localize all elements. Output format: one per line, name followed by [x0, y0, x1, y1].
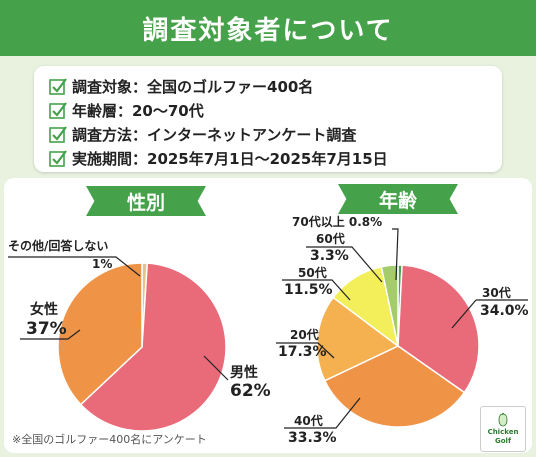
age-line-50s — [282, 279, 351, 301]
info-text-method: 調査方法：インターネットアンケート調査 — [72, 125, 357, 144]
check-icon — [49, 78, 67, 95]
pie-slice-0 — [397, 264, 480, 394]
gender-value-other: 1% — [92, 257, 112, 271]
age-line-30s — [451, 299, 477, 329]
pie-slice-4 — [380, 264, 399, 347]
age-label-60s: 60代 — [316, 231, 345, 246]
age-value-20s: 17.3% — [278, 344, 327, 360]
info-line-target: 調査対象：全国のゴルファー400名 — [48, 74, 313, 98]
logo-text-2: Golf — [495, 437, 511, 445]
check-icon — [49, 102, 67, 119]
age-label-30s: 30代 — [482, 285, 511, 300]
check-icon — [49, 126, 67, 143]
gender-pie — [57, 262, 227, 432]
age-label-40s: 40代 — [294, 413, 323, 428]
chicken-icon — [498, 413, 508, 427]
pie-slice-1 — [323, 345, 466, 428]
age-line-60s — [306, 246, 383, 283]
gender-chart-title: 性別 — [86, 186, 206, 216]
info-text-age: 年齢層：20〜70代 — [72, 101, 204, 120]
age-value-40s: 33.3% — [288, 430, 337, 446]
age-value-50s: 11.5% — [284, 282, 333, 298]
gender-line-female — [20, 329, 81, 340]
gender-value-male: 62% — [230, 381, 271, 401]
pie-slice-0 — [79, 262, 227, 432]
gender-label-other: その他/回答しない — [8, 238, 108, 253]
gender-label-male: 男性 — [230, 364, 258, 381]
gender-line-male — [203, 355, 229, 381]
age-pie — [316, 264, 480, 428]
age-value-60s: 3.3% — [310, 248, 349, 264]
gender-value-female: 37% — [26, 319, 67, 339]
check-icon — [49, 150, 67, 167]
age-label-50s: 50代 — [298, 265, 327, 280]
age-label-70s: 70代以上 0.8% — [292, 214, 382, 229]
survey-info-box: 調査対象：全国のゴルファー400名 年齢層：20〜70代 調査方法：インターネッ… — [34, 66, 502, 172]
info-text-target: 調査対象：全国のゴルファー400名 — [72, 77, 314, 96]
pie-slice-2 — [316, 296, 400, 382]
age-label-20s: 20代 — [290, 327, 319, 342]
gender-label-female: 女性 — [30, 301, 58, 318]
pie-slice-1 — [57, 262, 143, 406]
logo-text-1: Chicken — [487, 428, 519, 436]
age-line-70s — [392, 228, 399, 281]
gender-line-other — [8, 256, 141, 277]
age-value-30s: 34.0% — [480, 303, 529, 319]
info-line-period: 実施期間：2025年7月1日〜2025年7月15日 — [48, 146, 388, 170]
footnote: ※全国のゴルファー400名にアンケート — [12, 433, 207, 446]
age-line-20s — [276, 342, 335, 359]
age-chart-title: 年齢 — [338, 184, 458, 214]
info-text-period: 実施期間：2025年7月1日〜2025年7月15日 — [72, 149, 388, 168]
info-line-age: 年齢層：20〜70代 — [48, 98, 204, 122]
info-line-method: 調査方法：インターネットアンケート調査 — [48, 122, 356, 146]
page-title: 調査対象者について — [0, 0, 536, 56]
chicken-golf-logo: Chicken Golf — [480, 406, 526, 452]
age-line-40s — [284, 397, 361, 429]
